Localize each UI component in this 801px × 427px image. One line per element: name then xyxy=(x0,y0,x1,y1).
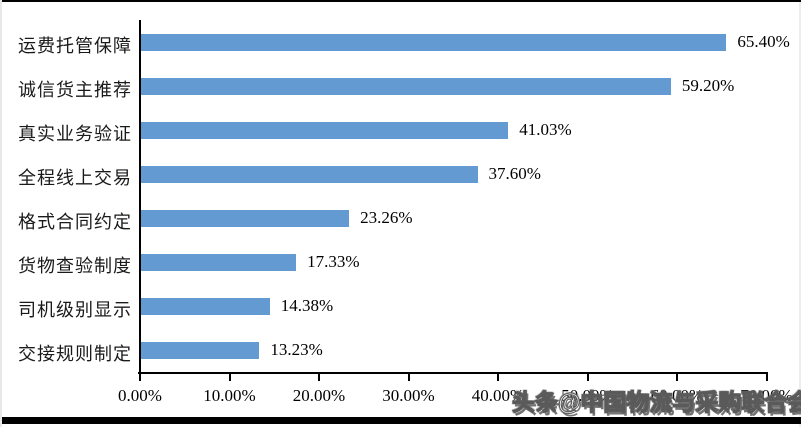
x-axis-tick-label: 10.00% xyxy=(203,386,256,405)
x-axis-tick-mark xyxy=(676,374,678,381)
value-label: 65.40% xyxy=(737,31,790,51)
x-axis-tick-label: 0.00% xyxy=(118,386,162,405)
category-label: 真实业务验证 xyxy=(18,123,132,144)
x-axis-tick-label: 20.00% xyxy=(292,386,346,405)
bar xyxy=(141,210,350,227)
x-axis-tick-mark xyxy=(497,374,499,381)
x-axis-tick-mark xyxy=(139,374,141,381)
bar xyxy=(141,34,727,51)
value-label: 17.33% xyxy=(307,251,360,271)
value-label: 14.38% xyxy=(280,295,334,315)
category-label: 诚信货主推荐 xyxy=(18,79,132,100)
value-label: 41.03% xyxy=(519,119,572,139)
category-label: 交接规则制定 xyxy=(18,343,132,364)
x-axis-tick-label: 50.00% xyxy=(561,386,614,405)
category-label: 运费托管保障 xyxy=(18,35,132,56)
bar xyxy=(141,166,478,183)
x-axis-tick-label: 30.00% xyxy=(382,386,435,405)
x-axis-line xyxy=(138,372,768,374)
bar xyxy=(141,78,671,95)
watermark-text: 头条@中国物流与采购联合会 xyxy=(511,389,801,416)
x-axis-tick-mark xyxy=(407,374,410,381)
x-axis-tick-mark xyxy=(318,374,320,381)
bar xyxy=(141,122,509,139)
x-axis-tick-mark xyxy=(228,374,231,381)
value-label: 23.26% xyxy=(360,207,413,227)
value-label: 37.60% xyxy=(488,163,541,183)
category-label: 货物查验制度 xyxy=(18,255,132,276)
bar xyxy=(141,298,270,315)
value-label: 59.20% xyxy=(681,75,735,95)
category-label: 司机级别显示 xyxy=(18,299,132,320)
bottom-border-band xyxy=(2,417,801,424)
top-border-rule xyxy=(2,0,801,2)
x-axis-tick-label: 40.00% xyxy=(471,386,525,405)
x-axis-tick-mark xyxy=(586,374,589,381)
bar xyxy=(141,342,260,359)
category-label: 格式合同约定 xyxy=(18,211,132,232)
x-axis-tick-mark xyxy=(765,374,768,381)
value-label: 13.23% xyxy=(270,339,323,359)
bar xyxy=(141,254,297,271)
y-axis-line xyxy=(139,20,141,374)
category-label: 全程线上交易 xyxy=(18,167,132,188)
x-axis-tick-label: 60.00% xyxy=(650,386,704,405)
x-axis-tick-label: 70.00% xyxy=(740,386,793,405)
